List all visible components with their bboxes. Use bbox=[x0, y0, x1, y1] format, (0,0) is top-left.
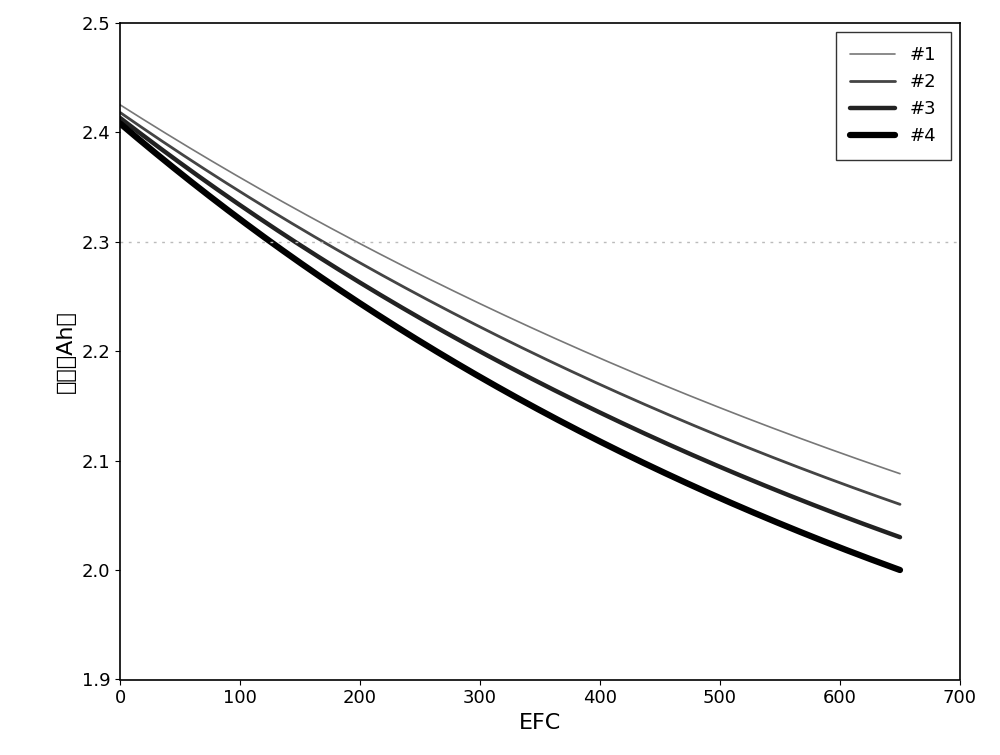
#4 bbox=[114, 119, 126, 128]
#1 bbox=[473, 298, 485, 307]
#4 bbox=[728, 500, 740, 509]
Legend: #1, #2, #3, #4: #1, #2, #3, #4 bbox=[836, 32, 951, 159]
#2 bbox=[894, 500, 906, 509]
#1 bbox=[114, 100, 126, 109]
#1 bbox=[493, 308, 505, 317]
Y-axis label: 容量（Ah）: 容量（Ah） bbox=[56, 310, 76, 393]
#2 bbox=[493, 332, 505, 341]
Line: #2: #2 bbox=[120, 112, 900, 504]
#3 bbox=[114, 113, 126, 122]
#4 bbox=[493, 384, 505, 393]
#1 bbox=[894, 469, 906, 478]
Line: #1: #1 bbox=[120, 105, 900, 473]
#3 bbox=[728, 468, 740, 477]
#2 bbox=[154, 135, 166, 144]
#4 bbox=[894, 565, 906, 575]
#4 bbox=[871, 557, 883, 566]
#4 bbox=[473, 371, 485, 381]
#1 bbox=[728, 408, 740, 418]
Line: #4: #4 bbox=[120, 123, 900, 570]
#3 bbox=[493, 357, 505, 366]
#4 bbox=[154, 152, 166, 161]
#1 bbox=[154, 125, 166, 134]
#1 bbox=[871, 461, 883, 470]
Line: #3: #3 bbox=[120, 118, 900, 537]
#3 bbox=[871, 524, 883, 533]
#2 bbox=[871, 492, 883, 501]
X-axis label: EFC: EFC bbox=[519, 713, 561, 733]
#1 bbox=[871, 461, 883, 470]
#4 bbox=[871, 557, 883, 566]
#3 bbox=[871, 525, 883, 534]
#3 bbox=[473, 346, 485, 355]
#2 bbox=[114, 108, 126, 117]
#2 bbox=[871, 492, 883, 501]
#3 bbox=[894, 532, 906, 541]
#3 bbox=[154, 143, 166, 153]
#2 bbox=[728, 437, 740, 446]
#2 bbox=[473, 322, 485, 331]
